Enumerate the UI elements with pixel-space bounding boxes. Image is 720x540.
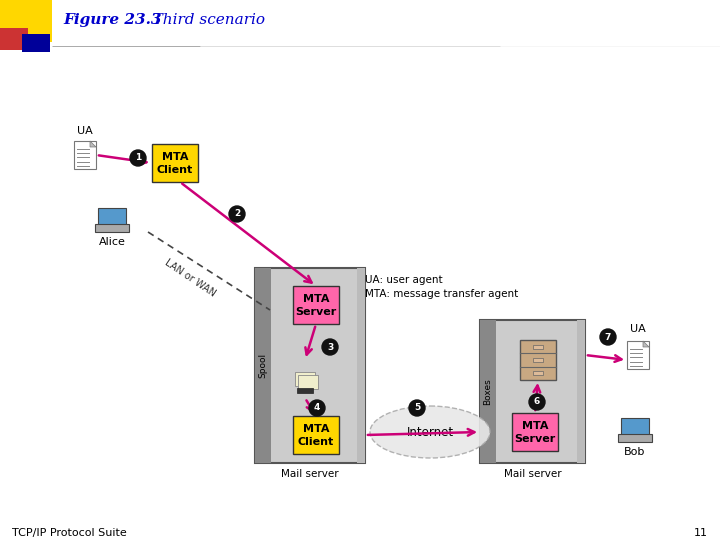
Text: Server: Server	[295, 307, 337, 317]
Bar	[293, 416, 339, 454]
Text: MTA: MTA	[302, 424, 329, 434]
Text: 4: 4	[314, 403, 320, 413]
Bar	[295, 372, 315, 386]
Text: Client: Client	[298, 437, 334, 447]
Circle shape	[409, 400, 425, 416]
Text: Figure 23.3: Figure 23.3	[63, 13, 161, 27]
Bar	[627, 341, 649, 369]
Text: TCP/IP Protocol Suite: TCP/IP Protocol Suite	[12, 528, 127, 538]
Text: Spool: Spool	[258, 353, 268, 378]
Bar	[152, 144, 198, 182]
Text: Boxes: Boxes	[484, 378, 492, 405]
Bar	[74, 141, 96, 169]
Circle shape	[130, 150, 146, 166]
Circle shape	[309, 400, 325, 416]
Bar	[255, 268, 365, 463]
Ellipse shape	[370, 406, 490, 458]
Text: Mail server: Mail server	[282, 469, 339, 479]
Bar	[512, 413, 558, 451]
Bar	[0, 0, 52, 42]
Bar	[95, 224, 129, 232]
Text: MTA: message transfer agent: MTA: message transfer agent	[365, 289, 518, 299]
Text: LAN or WAN: LAN or WAN	[163, 258, 217, 299]
Text: MTA: MTA	[522, 421, 548, 431]
Text: UA: UA	[77, 126, 93, 136]
Bar	[618, 434, 652, 442]
Bar	[480, 320, 585, 463]
Text: 5: 5	[414, 403, 420, 413]
Bar	[533, 372, 543, 375]
Text: 11: 11	[694, 528, 708, 538]
Bar	[98, 208, 126, 225]
Text: Server: Server	[514, 434, 556, 444]
Text: Mail server: Mail server	[504, 469, 562, 479]
Bar	[520, 340, 556, 380]
Text: Bob: Bob	[624, 447, 646, 457]
Bar	[480, 320, 496, 463]
Text: 7: 7	[605, 333, 611, 341]
Circle shape	[600, 329, 616, 345]
Text: Third scenario: Third scenario	[138, 13, 265, 27]
Text: 6: 6	[534, 397, 540, 407]
Bar	[621, 418, 649, 435]
Bar	[533, 358, 543, 362]
Bar	[577, 320, 585, 463]
Bar	[297, 388, 313, 393]
Circle shape	[322, 339, 338, 355]
Text: Client: Client	[157, 165, 193, 175]
Text: MTA: MTA	[302, 294, 329, 304]
Text: Internet: Internet	[406, 426, 454, 438]
Bar	[255, 268, 271, 463]
Text: Alice: Alice	[99, 237, 125, 247]
Circle shape	[529, 394, 545, 410]
Bar	[293, 286, 339, 324]
Text: UA: UA	[630, 324, 646, 334]
Text: 3: 3	[327, 342, 333, 352]
Bar	[357, 268, 365, 463]
Polygon shape	[643, 341, 649, 347]
Text: MTA: MTA	[162, 152, 188, 162]
Text: UA: user agent: UA: user agent	[365, 275, 443, 285]
Bar	[0, 28, 28, 50]
Text: 1: 1	[135, 153, 141, 163]
Polygon shape	[90, 141, 96, 147]
Text: 2: 2	[234, 210, 240, 219]
Circle shape	[229, 206, 245, 222]
Bar	[533, 345, 543, 349]
Bar	[22, 34, 50, 52]
Bar	[298, 375, 318, 389]
